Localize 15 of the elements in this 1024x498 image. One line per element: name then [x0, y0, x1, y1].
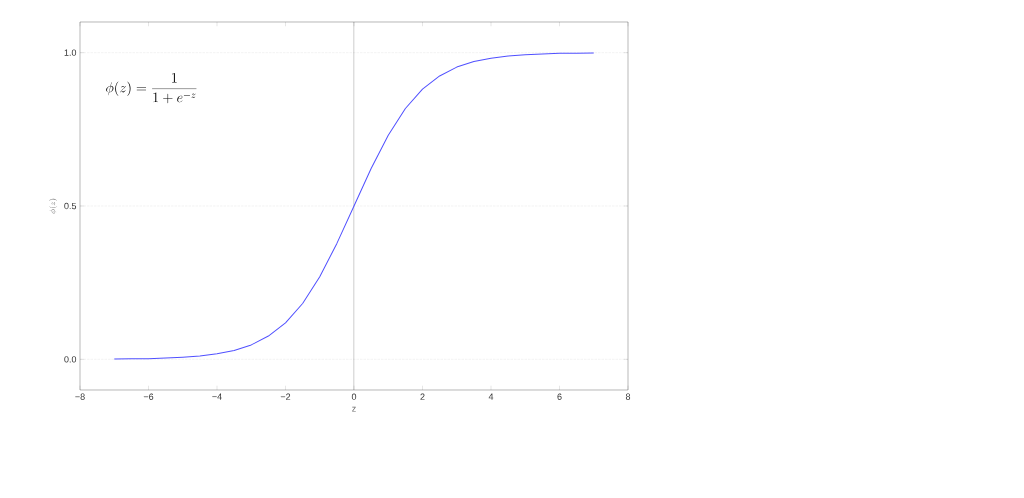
- y-tick-label: 0.0: [64, 356, 77, 363]
- annotation: $\phi(z) = \frac{1}{1+e^{-z}}$: [106, 72, 197, 104]
- y-axis-title: $\phi(z)$: [49, 198, 58, 214]
- x-tick-label: −8: [75, 393, 85, 400]
- x-tick-label: −4: [212, 393, 222, 400]
- x-axis-title: z: [352, 406, 356, 412]
- x-tick-label: 0: [351, 393, 357, 400]
- x-tick-label: −6: [143, 393, 154, 400]
- x-tick-label: 2: [420, 393, 425, 400]
- x-tick-label: 6: [557, 393, 562, 400]
- y-tick-label: 0.5: [64, 202, 77, 210]
- x-tick-label: 8: [625, 393, 631, 400]
- x-tick-label: 4: [488, 393, 494, 400]
- y-tick-label: 1.0: [64, 49, 77, 56]
- x-tick-label: −2: [280, 393, 291, 400]
